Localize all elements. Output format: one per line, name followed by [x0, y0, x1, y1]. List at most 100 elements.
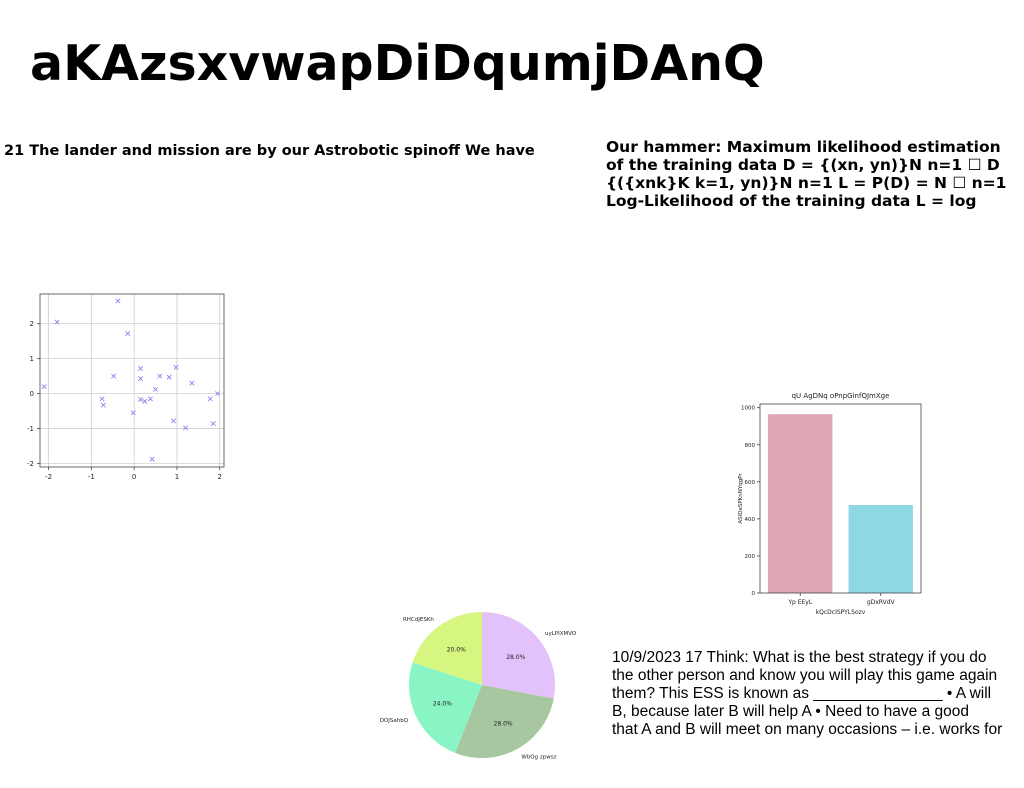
y-tick-label: 800: [745, 443, 756, 449]
text-line: Our hammer: Maximum likelihood estimatio…: [606, 138, 1001, 156]
scatter-point: [138, 376, 144, 382]
point-stroke: [157, 373, 163, 379]
point-stroke: [147, 396, 153, 402]
scatter-point: [210, 421, 216, 427]
text-line: of the training data D = {(xn, yn)}N n=1…: [606, 156, 1000, 174]
scatter-point: [99, 396, 105, 402]
slice-percent: 20.0%: [447, 647, 466, 654]
plot-frame: [759, 403, 922, 594]
point-stroke: [41, 384, 47, 390]
plot-frame: [39, 293, 225, 468]
scatter-point: [207, 396, 213, 402]
pie-slice: [482, 612, 555, 699]
text-block-lander: 21 The lander and mission are by our Ast…: [4, 143, 535, 159]
x-tick-label: Yp EEyL: [787, 599, 813, 606]
scatter-point: [166, 374, 172, 380]
point-stroke: [207, 396, 213, 402]
scatter-point: [182, 425, 189, 431]
scatter-point: [170, 418, 177, 424]
scatter-point: [125, 330, 131, 337]
scatter-point: [157, 373, 163, 379]
page-title: aKAzsxvwapDiDqumjDAnQ: [30, 35, 765, 92]
y-tick-label: 0: [30, 390, 34, 398]
text-block-mle: Our hammer: Maximum likelihood estimatio…: [606, 138, 1024, 210]
y-tick-label: 1000: [741, 406, 755, 412]
x-tick-label: 2: [217, 473, 221, 480]
scatter-point: [130, 410, 136, 416]
x-tick-label: gDxRVdV: [867, 599, 896, 606]
scatter-point: [41, 384, 47, 390]
text-line: {({xnk}K k=1, yn)}N n=1 L = P(D) = N ☐ n…: [606, 174, 1007, 192]
scatter-point: [111, 373, 117, 379]
bar: [848, 504, 913, 593]
point-stroke: [138, 376, 144, 382]
point-stroke: [138, 365, 144, 371]
point-stroke: [111, 373, 117, 379]
bar-chart: qU AgDNq oPnpGinfQJmXge Yp EEyL gDxRVdV 0 20…: [738, 392, 922, 616]
text-block-strategy: 10/9/2023 17 Think: What is the best str…: [612, 649, 1024, 739]
y-tick-label: 2: [30, 320, 34, 328]
pie-chart: 28.0% uyLPIXMVO 28.0% WbOg zpwsz 24.0% OOJSah…: [380, 612, 577, 761]
slice-percent: 28.0%: [506, 654, 525, 661]
chart-title: qU AgDNq oPnpGinfQJmXge: [792, 392, 890, 400]
slice-label: OOJSahbQ: [380, 718, 409, 724]
scatter-point: [138, 397, 144, 403]
point-stroke: [100, 402, 106, 408]
scatter-point: [147, 396, 153, 402]
point-stroke: [149, 456, 155, 462]
point-stroke: [182, 425, 189, 431]
point-stroke: [99, 396, 105, 402]
point-stroke: [215, 391, 221, 397]
scatter-point: [173, 364, 179, 370]
point-stroke: [138, 397, 144, 403]
scatter-point: [189, 380, 195, 386]
slice-percent: 28.0%: [494, 720, 513, 727]
x-tick-label: 1: [175, 473, 179, 480]
y-tick-label: 1: [30, 355, 34, 363]
slice-label: RHCdJESKh: [403, 617, 434, 623]
scatter-point: [153, 386, 159, 392]
slice-label: uyLPIXMVO: [545, 631, 577, 637]
point-stroke: [166, 374, 172, 380]
bar: [768, 414, 833, 593]
scatter-point: [142, 398, 148, 404]
point-stroke: [115, 298, 121, 304]
scatter-point: [138, 365, 144, 371]
x-axis-label: kQcDcISPYLSozv: [816, 609, 866, 616]
point-stroke: [142, 398, 148, 404]
pie-slice: [412, 612, 482, 685]
text-line: that A and B will meet on many occasions…: [612, 721, 1003, 738]
point-stroke: [173, 364, 179, 370]
slice-percent: 24.0%: [433, 701, 452, 708]
text-line: the other person and know you will play …: [612, 667, 998, 684]
text-line: 10/9/2023 17 Think: What is the best str…: [612, 649, 987, 666]
x-tick-label: 0: [132, 473, 136, 480]
y-tick-label: 0: [752, 591, 756, 597]
point-stroke: [210, 421, 216, 427]
point-stroke: [170, 418, 177, 424]
scatter-chart: -2 -1 0 1 2 -2 -1 0 1 2: [27, 293, 225, 480]
x-tick-label: -2: [45, 473, 52, 480]
y-tick-label: 400: [745, 517, 756, 523]
y-tick-label: -2: [27, 460, 34, 468]
point-stroke: [153, 386, 159, 392]
scatter-point: [115, 298, 121, 304]
scatter-point: [54, 319, 60, 325]
point-stroke: [125, 330, 131, 337]
x-tick-label: -1: [88, 473, 95, 480]
text-line: B, because later B will help A • Need to…: [612, 703, 969, 720]
point-stroke: [54, 319, 60, 325]
scatter-point: [215, 391, 221, 397]
text-line: Log-Likelihood of the training data L = …: [606, 192, 977, 210]
y-tick-label: 600: [745, 480, 756, 486]
pie-slice: [409, 662, 482, 753]
pie-slice: [455, 685, 554, 758]
y-tick-label: -1: [27, 425, 34, 433]
y-axis-label: ASIDeSPKnNYqgPr: [738, 473, 744, 524]
text-line: them? This ESS is known as _____________…: [612, 685, 992, 702]
point-stroke: [130, 410, 136, 416]
slice-label: WbOg zpwsz: [521, 755, 556, 761]
scatter-point: [100, 402, 106, 408]
scatter-point: [149, 456, 155, 462]
y-tick-label: 200: [745, 554, 756, 560]
